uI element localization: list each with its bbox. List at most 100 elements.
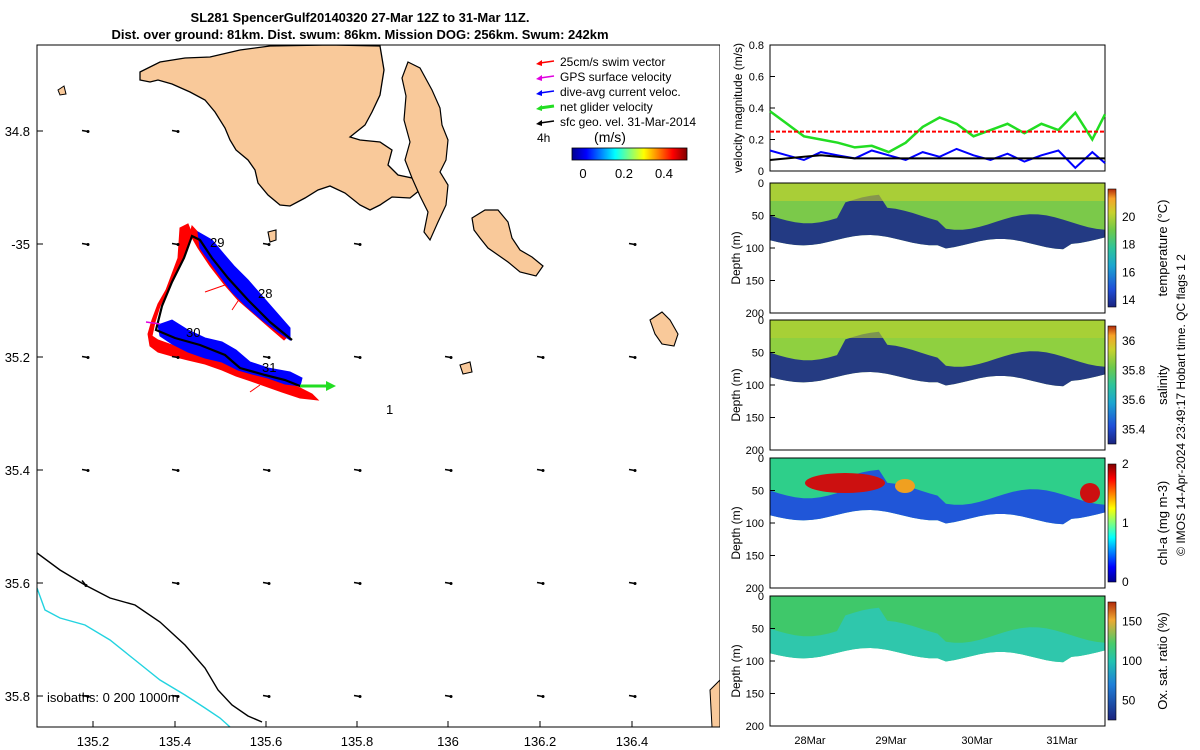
colorbar-tick-label: 50 (1122, 693, 1136, 707)
depth-ylabel: Depth (m) (730, 506, 743, 559)
title-line-1: SL281 SpencerGulf20140320 27-Mar 12Z to … (190, 10, 530, 25)
land-island-small-2 (459, 361, 473, 375)
time-tick-label: 29Mar (875, 735, 907, 747)
geo-vel-arrow (171, 242, 180, 246)
colorbar-label: temperature (°C) (1155, 200, 1170, 297)
velocity-panel: 0 0.2 0.4 0.6 0.8 velocity magnitude (m/s) (731, 40, 1107, 178)
dive-avg-current (157, 231, 303, 387)
map-xtick-label: 135.8 (341, 734, 374, 749)
legend-label: GPS surface velocity (560, 70, 671, 84)
geo-vel-arrow (628, 242, 637, 246)
velocity-ytick-label: 0.4 (749, 103, 764, 115)
depth-tick-label: 150 (746, 551, 764, 563)
geo-vel-arrow (536, 694, 545, 698)
map-xtick-label: 135.2 (77, 734, 110, 749)
legend-entry: GPS surface velocity (536, 70, 671, 84)
depth-tick-label: 50 (752, 211, 764, 223)
depth-tick-label: 200 (746, 308, 764, 320)
time-tick-label: 31Mar (1046, 735, 1078, 747)
geo-vel-arrow (81, 580, 88, 587)
map-ytick-label: 35.6 (5, 576, 30, 591)
day-label-29: 29 (210, 235, 224, 250)
geo-vel-arrow (262, 355, 271, 359)
legend-label: sfc geo. vel. 31-Mar-2014 (560, 115, 696, 129)
section-colorbar (1107, 463, 1117, 583)
colorbar-tick-label: 16 (1122, 265, 1136, 279)
velocity-series-line (769, 147, 1106, 170)
geo-vel-arrow (444, 468, 453, 472)
colorbar-tick-label: 35.6 (1122, 393, 1146, 407)
geo-vel-arrow (353, 242, 362, 246)
glider-track-map: 29 28 30 31 1 isobaths: 0 200 1000m 135.… (5, 44, 720, 749)
section-fill-lower (770, 607, 1105, 663)
land-island-small-3 (267, 229, 277, 243)
legend-label: 25cm/s swim vector (560, 55, 665, 69)
geo-vel-arrow (262, 242, 271, 246)
chl-patch (895, 479, 915, 493)
section-panel-temp: 0 50 100 150 200 Depth (m) 14 16 18 20 temperature… (730, 178, 1170, 320)
land-island-small-5 (709, 679, 720, 727)
legend-entry: 25cm/s swim vector (536, 55, 665, 69)
geo-vel-arrow (81, 355, 90, 359)
geo-vel-arrow (81, 694, 90, 698)
legend-label: dive-avg current veloc. (560, 85, 681, 99)
depth-tick-label: 0 (758, 591, 764, 603)
depth-tick-label: 150 (746, 276, 764, 288)
colorbar-tick-2: 0.4 (655, 166, 673, 181)
depth-tick-label: 100 (746, 518, 764, 530)
geo-vel-arrow (171, 581, 180, 585)
geo-vel-arrow (262, 468, 271, 472)
isobath-label: isobaths: 0 200 1000m (47, 690, 179, 705)
depth-tick-label: 0 (758, 315, 764, 327)
geo-vel-arrow (628, 355, 637, 359)
depth-tick-label: 100 (746, 380, 764, 392)
glider-track-line (154, 234, 320, 388)
legend-entry: sfc geo. vel. 31-Mar-2014 (536, 115, 696, 129)
geo-vel-arrow (262, 581, 271, 585)
map-ytick-label: 35.2 (5, 350, 30, 365)
colorbar-tick-1: 0.2 (615, 166, 633, 181)
isobath-200m (37, 552, 263, 723)
geo-vel-arrow (628, 694, 637, 698)
age-label: 4h (537, 131, 550, 145)
colorbar-tick-label: 150 (1122, 615, 1142, 629)
depth-tick-label: 50 (752, 348, 764, 360)
map-xtick-label: 136 (437, 734, 459, 749)
section-panel-chl: 0 50 100 150 200 Depth (m) 0 1 2 chl-a (mg m-3) (730, 453, 1170, 595)
section-fill-lower (770, 331, 1105, 387)
depth-tick-label: 0 (758, 178, 764, 190)
map-ytick-label: 35.8 (5, 689, 30, 704)
land-island-east (471, 209, 544, 277)
depth-tick-label: 100 (746, 656, 764, 668)
map-ytick-label: 34.8 (5, 124, 30, 139)
geo-vel-arrow (81, 468, 90, 472)
geo-vel-arrow (81, 129, 90, 133)
section-colorbar (1107, 325, 1117, 445)
geo-vel-arrow (262, 694, 271, 698)
geo-vel-arrow (171, 694, 180, 698)
net-velocity-arrow (300, 381, 336, 391)
colorbar-tick-label: 0 (1122, 575, 1129, 589)
day-label-28: 28 (258, 286, 272, 301)
map-ytick-label: 35.4 (5, 463, 30, 478)
geo-vel-arrow (444, 355, 453, 359)
map-xtick-label: 135.6 (250, 734, 283, 749)
chl-patch (1080, 483, 1100, 503)
colorbar-label: salinity (1155, 365, 1170, 405)
geo-vel-arrow (171, 355, 180, 359)
geo-vel-arrow (353, 694, 362, 698)
geo-vel-arrow (536, 581, 545, 585)
time-tick-label: 30Mar (961, 735, 993, 747)
depth-ylabel: Depth (m) (730, 644, 743, 697)
geo-vel-arrow (536, 468, 545, 472)
land-island-small-4 (57, 85, 67, 96)
colorbar-unit: (m/s) (594, 129, 626, 145)
map-xtick-label: 135.4 (159, 734, 192, 749)
geo-vel-arrow (353, 581, 362, 585)
geo-vel-arrow (171, 129, 180, 133)
day-label-31: 31 (262, 360, 276, 375)
time-axis: 28Mar 29Mar 30Mar 31Mar (794, 735, 1078, 747)
legend-entry: dive-avg current veloc. (536, 85, 681, 99)
legend-label: net glider velocity (560, 100, 653, 114)
